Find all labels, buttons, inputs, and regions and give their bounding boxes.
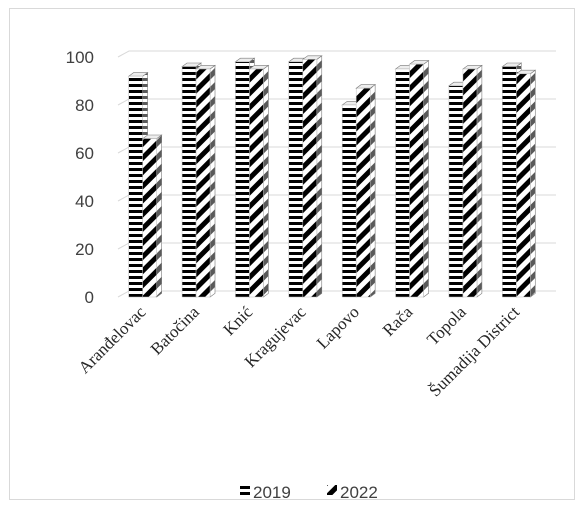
- x-tick-label: Lapovo: [313, 302, 363, 352]
- bar-2022-4: [301, 55, 323, 298]
- legend-swatch: [327, 485, 337, 495]
- gridline-100: [117, 50, 556, 58]
- y-tick-label: 0: [85, 288, 94, 307]
- x-tick-label: Topola: [423, 302, 470, 349]
- legend-label: 2022: [340, 483, 378, 502]
- y-axis: 0 20 40 60 80 100: [66, 48, 94, 307]
- bar-2022-1: [141, 134, 163, 298]
- y-tick-label: 60: [75, 144, 94, 163]
- y-tick-label: 100: [66, 48, 94, 67]
- legend-item-2019: 2019: [240, 483, 291, 502]
- y-tick-label: 40: [75, 192, 94, 211]
- bars: [127, 55, 537, 298]
- legend-swatch: [240, 485, 250, 495]
- legend: 2019 2022: [240, 483, 378, 502]
- x-tick-label: Knić: [219, 302, 256, 339]
- legend-label: 2019: [253, 483, 291, 502]
- bar-2022-8: [515, 69, 537, 298]
- bar-2022-6: [408, 60, 430, 298]
- legend-item-2022: 2022: [327, 483, 378, 502]
- x-tick-label: Šumadija District: [425, 302, 523, 400]
- x-tick-label: Batočina: [147, 302, 203, 358]
- x-tick-label: Aranđelovac: [75, 302, 150, 377]
- y-tick-label: 20: [75, 240, 94, 259]
- bar-2022-7: [462, 64, 483, 298]
- bar-2022-3: [248, 64, 270, 298]
- y-tick-label: 80: [75, 96, 94, 115]
- bar-2022-5: [355, 84, 377, 298]
- bar-2022-2: [195, 64, 216, 298]
- x-tick-label: Rača: [379, 302, 417, 340]
